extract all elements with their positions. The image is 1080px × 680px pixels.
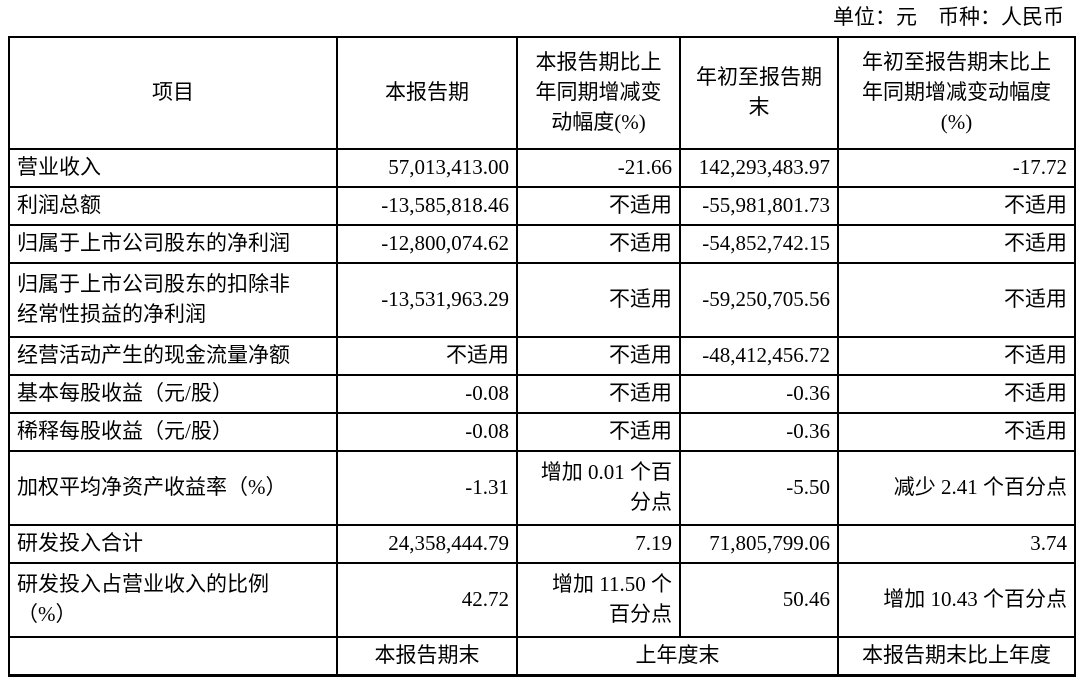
cell-ytd: 142,293,483.97	[679, 148, 839, 188]
table-row: 经营活动产生的现金流量净额 不适用 不适用 -48,412,456.72 不适用	[8, 336, 1076, 376]
cell-current: 42.72	[336, 562, 518, 638]
cell-ytd-change: 不适用	[837, 186, 1076, 226]
col-header-ytd-vs-prior: 年初至报告期末比上 年同期增减变动幅度 (%)	[837, 36, 1076, 150]
row-label: 归属于上市公司股东的扣除非 经常性损益的净利润	[8, 262, 338, 338]
cell-current-change: 不适用	[516, 224, 681, 264]
table-row: 利润总额 -13,585,818.46 不适用 -55,981,801.73 不…	[8, 186, 1076, 226]
cell-current-change: 不适用	[516, 336, 681, 376]
cell-ytd-change: -17.72	[837, 148, 1076, 188]
cell-current-change: 增加 0.01 个百 分点	[516, 450, 681, 526]
footer-prior-year-end: 上年度末	[516, 636, 839, 676]
cell-current: -0.08	[336, 412, 518, 452]
cell-ytd-change: 不适用	[837, 412, 1076, 452]
row-label: 营业收入	[8, 148, 338, 188]
key-financials-table: 项目 本报告期 本报告期比上 年同期增减变 动幅度(%) 年初至报告期 末 年初…	[8, 36, 1076, 677]
row-label: 稀释每股收益（元/股）	[8, 412, 338, 452]
cell-ytd: -5.50	[679, 450, 839, 526]
table-row: 加权平均净资产收益率（%） -1.31 增加 0.01 个百 分点 -5.50 …	[8, 450, 1076, 526]
unit-currency-label: 单位：元 币种：人民币	[833, 5, 1064, 29]
cell-ytd-change: 不适用	[837, 336, 1076, 376]
row-label: 基本每股收益（元/股）	[8, 374, 338, 414]
cell-current: -13,531,963.29	[336, 262, 518, 338]
table-row: 归属于上市公司股东的净利润 -12,800,074.62 不适用 -54,852…	[8, 224, 1076, 264]
cell-current-change: 增加 11.50 个 百分点	[516, 562, 681, 638]
row-label: 归属于上市公司股东的净利润	[8, 224, 338, 264]
table-footer-row: 本报告期末 上年度末 本报告期末比上年度	[8, 636, 1076, 676]
row-label: 利润总额	[8, 186, 338, 226]
col-header-ytd: 年初至报告期 末	[679, 36, 839, 150]
cell-current: -1.31	[336, 450, 518, 526]
cell-ytd: -0.36	[679, 374, 839, 414]
cell-ytd: -59,250,705.56	[679, 262, 839, 338]
cell-ytd: -0.36	[679, 412, 839, 452]
cell-current-change: 不适用	[516, 262, 681, 338]
cell-current-change: 不适用	[516, 412, 681, 452]
col-header-current-period: 本报告期	[336, 36, 518, 150]
cell-current: -12,800,074.62	[336, 224, 518, 264]
cell-current: -0.08	[336, 374, 518, 414]
cell-current: 不适用	[336, 336, 518, 376]
cell-current: 57,013,413.00	[336, 148, 518, 188]
table-row: 研发投入占营业收入的比例 （%） 42.72 增加 11.50 个 百分点 50…	[8, 562, 1076, 638]
footer-current-period-end: 本报告期末	[336, 636, 518, 676]
cell-ytd: 50.46	[679, 562, 839, 638]
cell-ytd-change: 不适用	[837, 262, 1076, 338]
row-label: 研发投入占营业收入的比例 （%）	[8, 562, 338, 638]
cell-ytd: 71,805,799.06	[679, 524, 839, 564]
cell-ytd-change: 增加 10.43 个百分点	[837, 562, 1076, 638]
table-row: 稀释每股收益（元/股） -0.08 不适用 -0.36 不适用	[8, 412, 1076, 452]
table-row: 归属于上市公司股东的扣除非 经常性损益的净利润 -13,531,963.29 不…	[8, 262, 1076, 338]
cell-ytd-change: 3.74	[837, 524, 1076, 564]
footer-empty-cell	[8, 636, 338, 676]
cell-current: 24,358,444.79	[336, 524, 518, 564]
row-label: 经营活动产生的现金流量净额	[8, 336, 338, 376]
table-row: 研发投入合计 24,358,444.79 7.19 71,805,799.06 …	[8, 524, 1076, 564]
cell-current: -13,585,818.46	[336, 186, 518, 226]
footer-period-end-vs-prior: 本报告期末比上年度	[837, 636, 1076, 676]
cell-ytd-change: 不适用	[837, 224, 1076, 264]
table-row: 基本每股收益（元/股） -0.08 不适用 -0.36 不适用	[8, 374, 1076, 414]
cell-current-change: 不适用	[516, 186, 681, 226]
col-header-current-vs-prior: 本报告期比上 年同期增减变 动幅度(%)	[516, 36, 681, 150]
cell-ytd-change: 减少 2.41 个百分点	[837, 450, 1076, 526]
row-label: 研发投入合计	[8, 524, 338, 564]
table-header-row: 项目 本报告期 本报告期比上 年同期增减变 动幅度(%) 年初至报告期 末 年初…	[8, 36, 1076, 150]
row-label: 加权平均净资产收益率（%）	[8, 450, 338, 526]
table-row: 营业收入 57,013,413.00 -21.66 142,293,483.97…	[8, 148, 1076, 188]
cell-ytd: -55,981,801.73	[679, 186, 839, 226]
col-header-item: 项目	[8, 36, 338, 150]
cell-ytd: -54,852,742.15	[679, 224, 839, 264]
cell-ytd-change: 不适用	[837, 374, 1076, 414]
cell-current-change: 7.19	[516, 524, 681, 564]
cell-ytd: -48,412,456.72	[679, 336, 839, 376]
cell-current-change: 不适用	[516, 374, 681, 414]
cell-current-change: -21.66	[516, 148, 681, 188]
